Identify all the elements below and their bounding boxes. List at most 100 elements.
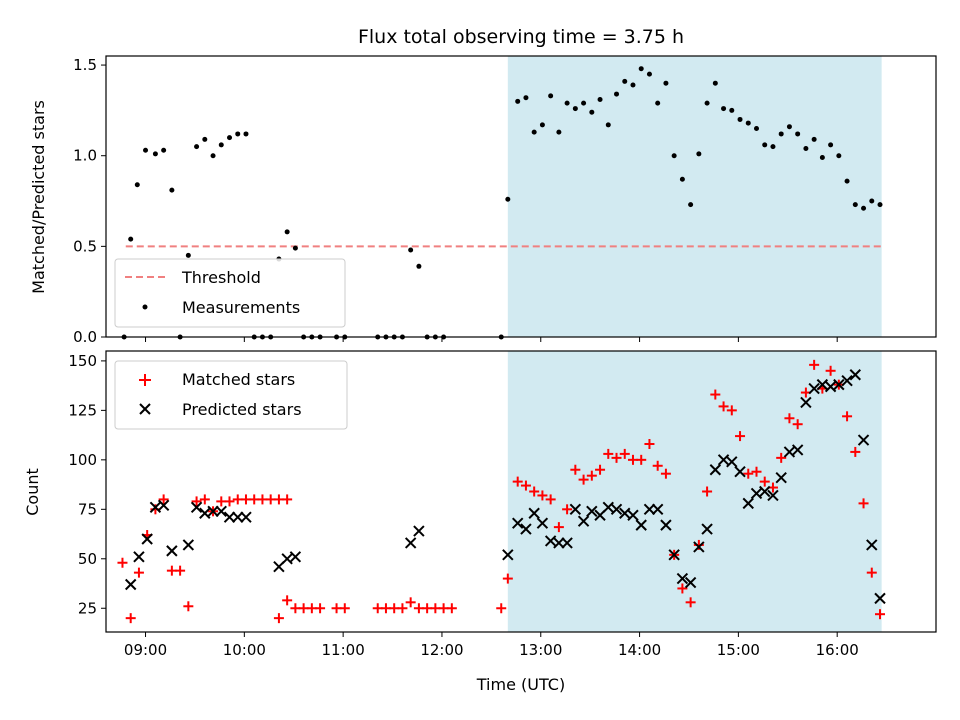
predicted-star-point	[511, 517, 524, 529]
x-stroke-b	[232, 511, 244, 523]
predicted-star-point	[742, 497, 754, 510]
predicted-star-point	[759, 485, 771, 498]
measurement-point	[753, 126, 759, 132]
x-stroke-b	[149, 501, 162, 514]
predicted-star-point	[536, 517, 549, 529]
bottom-y-axis-label: Count	[23, 468, 42, 516]
y-tick-label: 0.5	[73, 237, 97, 255]
measurement-point	[218, 142, 224, 148]
x-stroke-b	[734, 466, 746, 478]
top-observing-window	[507, 56, 882, 337]
measurement-point	[161, 147, 167, 153]
y-tick-label: 0.0	[73, 328, 97, 346]
measurement-point	[169, 187, 175, 193]
measurement-point	[663, 80, 669, 86]
matched-star-point	[850, 446, 861, 457]
predicted-star-point	[141, 533, 153, 545]
bottom-plot-frame	[105, 350, 937, 633]
measurement-point	[712, 80, 718, 86]
x-tick-label: 14:00	[618, 641, 661, 659]
matched-star-point	[685, 597, 696, 608]
bottom-observing-window	[507, 351, 882, 632]
measurement-point	[770, 144, 776, 150]
measurement-point	[292, 245, 298, 251]
matched-star-point	[660, 468, 671, 479]
predicted-star-point	[586, 505, 598, 517]
predicted-star-point	[668, 549, 680, 561]
measurement-point	[819, 155, 825, 161]
predicted-star-point	[808, 382, 820, 395]
y-tick-label: 150	[68, 352, 97, 370]
top-y-axis-label: Matched/Predicted stars	[29, 100, 48, 294]
x-stroke-b	[240, 511, 252, 523]
measurement-point	[737, 116, 743, 122]
predicted-star-point	[149, 501, 162, 514]
predicted-star-point	[528, 507, 540, 519]
matched-star-point	[502, 573, 513, 584]
matched-star-point	[644, 439, 655, 450]
predicted-star-point	[660, 519, 672, 531]
matched-star-point	[315, 603, 326, 614]
y-tick-label: 100	[68, 451, 97, 469]
x-stroke-b	[207, 505, 219, 517]
matched-star-point	[553, 522, 564, 533]
x-tick-label: 15:00	[717, 641, 760, 659]
top-legend: Threshold Measurements	[114, 258, 346, 328]
x-stroke-b	[816, 378, 829, 391]
matched-star-point	[710, 389, 721, 400]
x-stroke-b	[528, 507, 540, 519]
measurement-point	[852, 202, 858, 208]
predicted-star-point	[824, 380, 837, 393]
x-stroke-b	[668, 549, 680, 561]
x-stroke-b	[857, 434, 870, 446]
bottom-legend: Matched stars Predicted stars	[114, 360, 348, 430]
predicted-star-point	[833, 378, 845, 391]
x-stroke-b	[610, 503, 623, 516]
matched-star-point	[446, 603, 457, 614]
legend-predicted-swatch	[139, 403, 151, 415]
x-stroke-b	[676, 572, 689, 585]
matched-star-point	[825, 365, 836, 376]
measurement-point	[745, 120, 751, 126]
predicted-star-point	[520, 523, 532, 535]
predicted-star-point	[783, 446, 796, 458]
measurement-point	[284, 229, 290, 235]
x-stroke-b	[536, 517, 549, 529]
measurement-point	[194, 144, 200, 150]
matched-star-point	[520, 480, 531, 491]
legend-predicted-label: Predicted stars	[182, 400, 302, 419]
x-stroke-b	[553, 537, 565, 549]
matched-star-point	[743, 468, 754, 479]
x-stroke-b	[511, 517, 524, 529]
matched-star-point	[125, 613, 136, 624]
x-stroke-b	[569, 503, 582, 516]
matched-star-point	[562, 504, 573, 515]
y-tick-label: 75	[78, 500, 97, 518]
matched-star-point	[537, 490, 548, 501]
y-tick-label: 50	[78, 550, 97, 568]
predicted-star-point	[701, 523, 713, 535]
x-stroke-b	[124, 578, 137, 591]
matched-star-point	[875, 609, 886, 620]
predicted-star-point	[232, 511, 244, 523]
bottom-y-ticks: 25 50 75 100 125 150	[68, 352, 106, 617]
x-stroke-b	[157, 499, 170, 512]
matched-star-point	[792, 419, 803, 430]
predicted-star-point	[569, 503, 582, 516]
x-stroke-b	[791, 444, 804, 456]
matched-star-point	[496, 603, 507, 614]
x-stroke-b	[577, 515, 590, 527]
matched-star-point	[191, 496, 202, 507]
measurement-point	[688, 202, 694, 208]
predicted-star-point	[281, 553, 293, 565]
x-stroke-b	[404, 537, 417, 549]
legend-measurements-label: Measurements	[182, 298, 300, 317]
measurement-point	[877, 202, 883, 208]
legend-matched-swatch	[139, 374, 151, 386]
x-stroke-b	[874, 592, 886, 605]
x-stroke-b	[833, 378, 845, 391]
measurement-point	[795, 131, 801, 137]
matched-star-point	[735, 431, 746, 442]
predicted-star-point	[816, 378, 829, 391]
measurement-point	[152, 151, 158, 157]
